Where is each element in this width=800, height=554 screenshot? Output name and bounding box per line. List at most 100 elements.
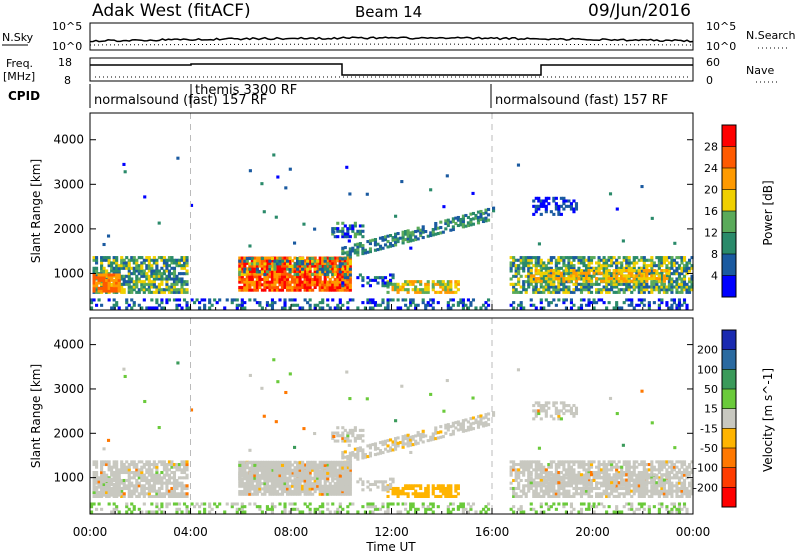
power-cell bbox=[378, 276, 383, 280]
velocity-cell bbox=[401, 435, 405, 439]
power-cell bbox=[547, 277, 551, 281]
velocity-cell bbox=[152, 476, 156, 480]
velocity-cell bbox=[238, 492, 242, 496]
power-cell bbox=[293, 269, 297, 273]
velocity-cell bbox=[534, 494, 538, 498]
power-cell bbox=[595, 269, 599, 273]
power-cell bbox=[293, 280, 297, 284]
velocity-cell bbox=[655, 492, 659, 496]
velocity-cell bbox=[245, 471, 249, 475]
velocity-cell bbox=[343, 428, 347, 432]
velocity-cell bbox=[486, 412, 491, 416]
power-cell bbox=[115, 258, 119, 262]
velocity-cell bbox=[100, 477, 104, 481]
power-colorbar-tick-label: 16 bbox=[704, 205, 718, 218]
power-cell bbox=[263, 262, 267, 266]
velocity-cell bbox=[283, 471, 287, 475]
power-cell bbox=[512, 282, 516, 286]
velocity-cell bbox=[336, 476, 340, 480]
power-cell bbox=[341, 264, 345, 268]
power-cell bbox=[376, 248, 380, 252]
power-cell bbox=[265, 277, 269, 281]
velocity-cell bbox=[95, 476, 99, 480]
power-cell bbox=[439, 290, 443, 294]
velocity-cell bbox=[572, 486, 576, 491]
power-cell bbox=[542, 202, 546, 206]
power-cell bbox=[456, 280, 460, 284]
velocity-cell bbox=[180, 476, 184, 480]
velocity-cell bbox=[348, 474, 352, 478]
power-cell bbox=[127, 269, 131, 273]
power-cell bbox=[107, 289, 111, 293]
power-cell bbox=[562, 202, 566, 206]
velocity-cell bbox=[278, 466, 282, 470]
velocity-cell bbox=[346, 490, 350, 494]
velocity-cell bbox=[265, 463, 269, 467]
power-cell bbox=[514, 288, 518, 292]
velocity-cell bbox=[351, 431, 355, 435]
velocity-cell bbox=[607, 476, 611, 480]
power-cell bbox=[341, 262, 345, 266]
velocity-cell bbox=[336, 490, 340, 494]
velocity-cell bbox=[311, 482, 315, 486]
power-cell bbox=[117, 306, 121, 310]
power-cell bbox=[125, 280, 129, 284]
velocity-cell bbox=[532, 460, 536, 464]
power-cell bbox=[687, 288, 692, 292]
power-cell bbox=[278, 262, 282, 266]
velocity-cell bbox=[675, 484, 679, 488]
power-cell bbox=[308, 285, 312, 290]
velocity-cell bbox=[617, 494, 621, 498]
power-cell bbox=[336, 227, 340, 231]
velocity-cell bbox=[680, 494, 684, 498]
velocity-cell bbox=[318, 471, 322, 475]
power-cell bbox=[592, 306, 596, 310]
power-cell bbox=[371, 298, 375, 302]
velocity-cell bbox=[642, 465, 646, 469]
power-cell bbox=[348, 280, 352, 284]
power-cell bbox=[680, 285, 684, 289]
power-cell bbox=[534, 264, 538, 268]
power-cell bbox=[301, 267, 305, 271]
velocity-cell bbox=[607, 463, 611, 467]
power-cell bbox=[657, 261, 661, 265]
velocity-cell bbox=[243, 487, 247, 491]
power-cell bbox=[97, 281, 101, 285]
velocity-cell bbox=[328, 484, 332, 488]
velocity-cell bbox=[409, 484, 413, 488]
velocity-cell bbox=[328, 492, 332, 496]
power-cell bbox=[672, 261, 677, 265]
power-cell bbox=[665, 256, 669, 260]
velocity-cell bbox=[421, 492, 425, 496]
velocity-cell bbox=[336, 439, 340, 443]
power-cell bbox=[584, 277, 589, 281]
power-cell bbox=[461, 219, 465, 224]
velocity-cell bbox=[296, 474, 300, 478]
velocity-cell bbox=[303, 479, 307, 483]
power-cell bbox=[557, 272, 561, 276]
power-cell bbox=[105, 278, 109, 282]
power-cell bbox=[612, 285, 616, 289]
velocity-cell bbox=[303, 463, 307, 467]
power-cell bbox=[245, 272, 249, 276]
power-cell bbox=[172, 285, 177, 289]
power-ytick-label: 1000 bbox=[53, 266, 84, 280]
power-cell bbox=[572, 271, 576, 275]
velocity-cell bbox=[333, 492, 337, 496]
power-cell bbox=[280, 285, 285, 290]
velocity-cell bbox=[341, 434, 345, 438]
power-cell bbox=[579, 298, 584, 302]
velocity-cell bbox=[363, 453, 367, 457]
power-cell bbox=[547, 261, 551, 265]
velocity-cell bbox=[167, 476, 171, 480]
power-cell bbox=[373, 278, 378, 282]
power-cell bbox=[311, 273, 315, 277]
power-cell bbox=[461, 306, 465, 310]
power-cell bbox=[238, 264, 242, 268]
power-cell bbox=[240, 288, 244, 292]
velocity-cell bbox=[605, 492, 609, 496]
power-cell bbox=[569, 268, 573, 273]
velocity-cell bbox=[655, 468, 659, 472]
power-cell bbox=[160, 301, 164, 305]
velocity-cell bbox=[333, 466, 337, 470]
